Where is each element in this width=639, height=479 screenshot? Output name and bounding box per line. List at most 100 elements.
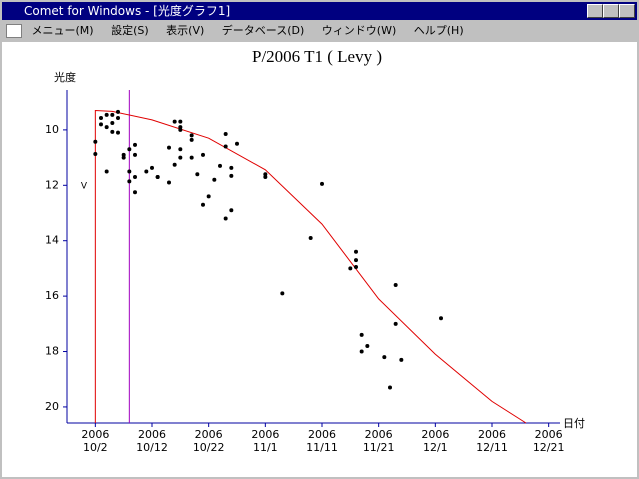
y-tick-label: 12	[45, 178, 59, 191]
observation-point	[354, 265, 358, 270]
observation-point	[354, 249, 358, 254]
observation-point	[127, 179, 132, 184]
observation-point	[201, 202, 205, 207]
minimize-button[interactable]	[587, 4, 603, 18]
observation-point	[178, 127, 183, 132]
observation-point	[133, 152, 137, 157]
observation-point	[116, 109, 120, 114]
x-tick-label: 2006 10/12	[136, 428, 168, 454]
observation-point	[110, 129, 115, 134]
observation-point	[229, 208, 234, 213]
observation-point	[206, 194, 211, 199]
observation-point	[99, 115, 103, 120]
x-tick-label: 2006 11/21	[363, 428, 395, 454]
menu-item[interactable]: メニュー(M)	[31, 24, 94, 37]
observation-point	[104, 125, 109, 130]
y-tick-label: 10	[45, 123, 59, 136]
observation-point	[382, 355, 387, 360]
observation-point	[354, 258, 358, 263]
observation-point	[104, 169, 109, 174]
x-tick-label: 2006 12/21	[533, 428, 565, 454]
observation-point	[178, 155, 183, 160]
observation-point	[110, 112, 115, 117]
observation-point	[189, 155, 194, 160]
plot-background	[2, 42, 637, 477]
observation-point	[172, 162, 177, 167]
x-tick-label: 2006 10/2	[81, 428, 109, 454]
menu-bar: メニュー(M) 設定(S) 表示(V) データベース(D) ウィンドウ(W) ヘ…	[2, 21, 637, 40]
observation-point	[167, 145, 171, 150]
observation-point	[116, 115, 120, 120]
observation-point	[93, 139, 98, 144]
observation-point	[359, 349, 364, 354]
chart-title: P/2006 T1 ( Levy )	[252, 47, 382, 66]
observation-point	[133, 190, 137, 195]
observation-point	[178, 125, 183, 130]
y-tick-label: 16	[45, 289, 59, 302]
observation-point	[99, 122, 103, 127]
observation-point	[388, 385, 392, 390]
observation-point	[189, 133, 194, 138]
observation-point	[167, 180, 171, 185]
observation-point	[280, 291, 285, 296]
menu-item[interactable]: データベース(D)	[221, 24, 305, 37]
menu-item[interactable]: ウィンドウ(W)	[321, 24, 397, 37]
observation-point	[155, 174, 160, 179]
close-button[interactable]	[619, 4, 635, 18]
observation-point	[223, 144, 228, 149]
x-tick-label: 2006 10/22	[193, 428, 225, 454]
y-tick-label: 18	[45, 345, 59, 358]
observation-point	[348, 266, 353, 271]
observation-point	[195, 172, 200, 177]
menu-item[interactable]: ヘルプ(H)	[413, 24, 464, 37]
observation-point	[439, 316, 443, 321]
observation-point	[178, 147, 183, 152]
observation-point	[144, 169, 149, 174]
x-tick-label: 2006 12/11	[476, 428, 508, 454]
observation-point	[218, 163, 222, 168]
observation-point	[104, 112, 109, 117]
observation-point	[263, 174, 268, 179]
observation-point	[121, 155, 126, 160]
observation-point	[399, 357, 404, 362]
observation-point	[127, 147, 132, 152]
observation-point	[212, 177, 217, 182]
observation-point	[308, 235, 313, 240]
observation-point	[359, 332, 364, 337]
y-axis-label: 光度	[54, 70, 76, 84]
observation-point	[178, 119, 183, 124]
menu-item[interactable]: 表示(V)	[166, 24, 205, 37]
observation-point	[93, 151, 98, 156]
y-tick-label: 14	[45, 234, 59, 247]
window-title: Comet for Windows - [光度グラフ1]	[24, 4, 231, 18]
observation-point	[201, 152, 205, 157]
x-tick-label: 2006 11/1	[251, 428, 279, 454]
observation-point	[110, 120, 115, 125]
observation-point	[235, 141, 239, 146]
observation-point	[393, 283, 398, 288]
observation-point	[223, 216, 228, 221]
doc-icon	[6, 24, 22, 38]
menu-item[interactable]: 設定(S)	[111, 24, 149, 37]
observation-point	[133, 142, 137, 147]
observation-point	[393, 321, 398, 326]
observation-point	[189, 137, 194, 142]
observation-point	[172, 119, 177, 124]
maximize-button[interactable]	[603, 4, 619, 18]
observation-point	[365, 343, 370, 348]
observation-point	[116, 130, 120, 135]
observation-point	[133, 174, 137, 179]
observation-point	[263, 172, 268, 177]
observation-point	[223, 132, 228, 137]
x-axis-label: 日付	[563, 417, 585, 430]
x-tick-label: 2006 12/1	[421, 428, 449, 454]
observation-point	[229, 165, 234, 170]
prediction-curve	[94, 109, 527, 424]
observation-point	[127, 169, 132, 174]
y-tick-label: 20	[45, 400, 59, 413]
annotation: V	[81, 182, 88, 192]
x-tick-label: 2006 11/11	[306, 428, 338, 454]
observation-point	[121, 152, 126, 157]
